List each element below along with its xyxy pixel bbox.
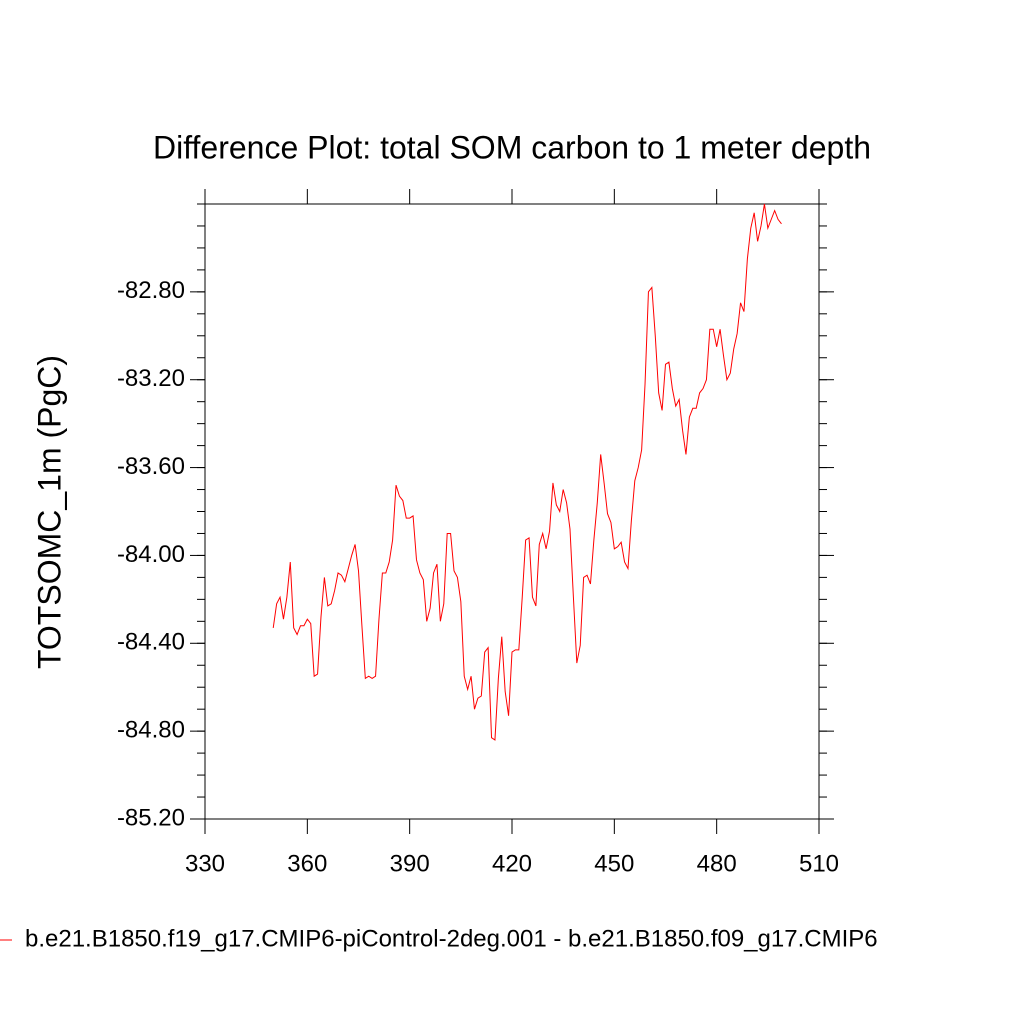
x-tick-label: 420 [492,850,532,877]
y-tick-label: -83.20 [117,365,185,392]
y-axis-label: TOTSOMC_1m (PgC) [31,355,67,669]
y-tick-label: -84.40 [117,629,185,656]
data-line [272,203,782,741]
legend-label: b.e21.B1850.f19_g17.CMIP6-piControl-2deg… [25,925,878,952]
y-tick-label: -84.80 [117,716,185,743]
y-tick-label: -85.20 [117,804,185,831]
plot-frame [204,203,820,820]
x-tick-label: 330 [185,850,225,877]
chart-title: Difference Plot: total SOM carbon to 1 m… [153,129,871,165]
x-tick-label: 510 [799,850,839,877]
y-tick-label: -84.00 [117,541,185,568]
x-tick-label: 480 [697,850,737,877]
y-tick-label: -82.80 [117,277,185,304]
y-tick-label: -83.60 [117,453,185,480]
x-tick-label: 360 [287,850,327,877]
x-tick-label: 450 [594,850,634,877]
x-tick-label: 390 [390,850,430,877]
